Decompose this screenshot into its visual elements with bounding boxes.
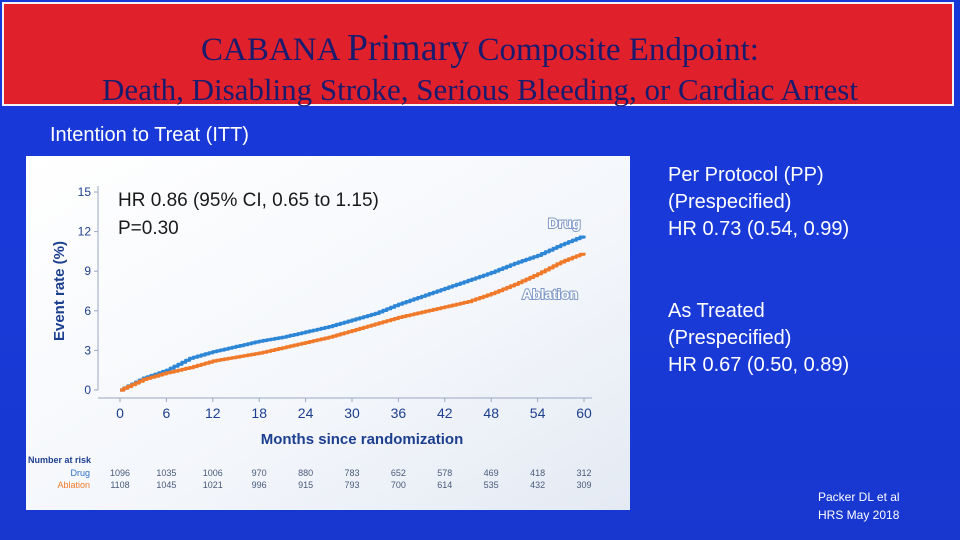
at-hr: HR 0.67 (0.50, 0.89) <box>668 354 850 376</box>
title-cabana: CABANA <box>201 32 339 68</box>
y-tick-label: 12 <box>78 225 92 239</box>
x-tick-label: 36 <box>391 405 407 421</box>
y-tick-label: 15 <box>78 185 92 199</box>
hr-annotation: HR 0.86 (95% CI, 0.65 to 1.15) <box>118 190 379 211</box>
chart-lines <box>120 235 586 392</box>
risk-cell: 880 <box>298 468 313 478</box>
y-axis-title: Event rate (%) <box>51 241 68 341</box>
at-prespecified: (Prespecified) <box>668 327 792 349</box>
reference-author: Packer DL et al <box>818 490 900 504</box>
risk-cell: 309 <box>576 480 591 490</box>
pp-prespecified: (Prespecified) <box>668 191 792 213</box>
title-composite: Composite Endpoint: <box>477 32 759 68</box>
pp-hr: HR 0.73 (0.54, 0.99) <box>668 218 850 240</box>
risk-cell: 1035 <box>156 468 176 478</box>
risk-cell: 915 <box>298 480 313 490</box>
series-label-drug: Drug <box>548 215 581 231</box>
series-label-ablation: Ablation <box>522 286 578 302</box>
risk-cell: 1108 <box>110 480 129 490</box>
x-tick-label: 24 <box>298 405 314 421</box>
risk-cell: 469 <box>484 468 499 478</box>
title-line-1: CABANA Primary Composite Endpoint: <box>4 26 956 70</box>
risk-cell: 700 <box>391 480 406 490</box>
x-axis-title: Months since randomization <box>261 431 464 448</box>
x-tick-label: 60 <box>576 405 592 421</box>
y-tick-label: 6 <box>84 304 91 318</box>
risk-cell: 432 <box>530 480 545 490</box>
x-tick-label: 30 <box>344 405 360 421</box>
x-tick-label: 12 <box>205 405 221 421</box>
reference-venue: HRS May 2018 <box>818 508 900 522</box>
x-tick-label: 42 <box>437 405 453 421</box>
as-treated-block: As Treated (Prespecified) HR 0.67 (0.50,… <box>668 298 849 379</box>
per-protocol-block: Per Protocol (PP) (Prespecified) HR 0.73… <box>668 162 849 243</box>
itt-label: Intention to Treat (ITT) <box>50 124 249 146</box>
risk-cell: 418 <box>530 468 545 478</box>
risk-cell: 535 <box>484 480 499 490</box>
risk-cell: 1096 <box>110 468 130 478</box>
title-primary: Primary <box>346 27 470 69</box>
risk-cell: 1021 <box>203 480 223 490</box>
x-tick-label: 6 <box>163 405 171 421</box>
reference: Packer DL et al HRS May 2018 <box>818 488 900 524</box>
number-at-risk-table: Number at risk Drug 1096 1035 1006 970 880 783 6… <box>28 455 592 490</box>
km-chart: 0 3 6 9 12 15 0 6 12 18 24 30 36 42 48 54 60 Months sinc… <box>26 156 630 510</box>
risk-cell: 578 <box>437 468 452 478</box>
risk-cell: 970 <box>252 468 267 478</box>
y-tick-label: 0 <box>84 383 91 397</box>
risk-cell: 312 <box>576 468 591 478</box>
series-line-ablation <box>120 252 586 392</box>
y-tick-label: 9 <box>84 264 91 278</box>
pp-title: Per Protocol (PP) <box>668 164 824 186</box>
p-value-annotation: P=0.30 <box>118 218 179 239</box>
chart-labels: Months since randomization Event rate (%)… <box>51 190 582 448</box>
title-line-2: Death, Disabling Stroke, Serious Bleedin… <box>102 72 858 107</box>
x-tick-label: 48 <box>483 405 499 421</box>
risk-row-name-ablation: Ablation <box>57 480 90 490</box>
chart-background <box>26 156 630 510</box>
risk-cell: 783 <box>344 468 359 478</box>
risk-cell: 1006 <box>203 468 223 478</box>
title-banner: CABANA Primary Composite Endpoint: Death… <box>2 2 956 107</box>
at-title: As Treated <box>668 300 765 322</box>
risk-row-name-drug: Drug <box>70 468 90 478</box>
x-tick-label: 0 <box>116 405 124 421</box>
series-line-drug <box>120 235 586 392</box>
number-at-risk-title: Number at risk <box>28 455 92 465</box>
risk-cell: 652 <box>391 468 406 478</box>
y-tick-label: 3 <box>84 343 91 357</box>
risk-cell: 614 <box>437 480 452 490</box>
risk-cell: 1045 <box>156 480 176 490</box>
x-tick-label: 54 <box>530 405 546 421</box>
x-tick-label: 18 <box>251 405 267 421</box>
risk-cell: 793 <box>344 480 359 490</box>
risk-cell: 996 <box>252 480 267 490</box>
